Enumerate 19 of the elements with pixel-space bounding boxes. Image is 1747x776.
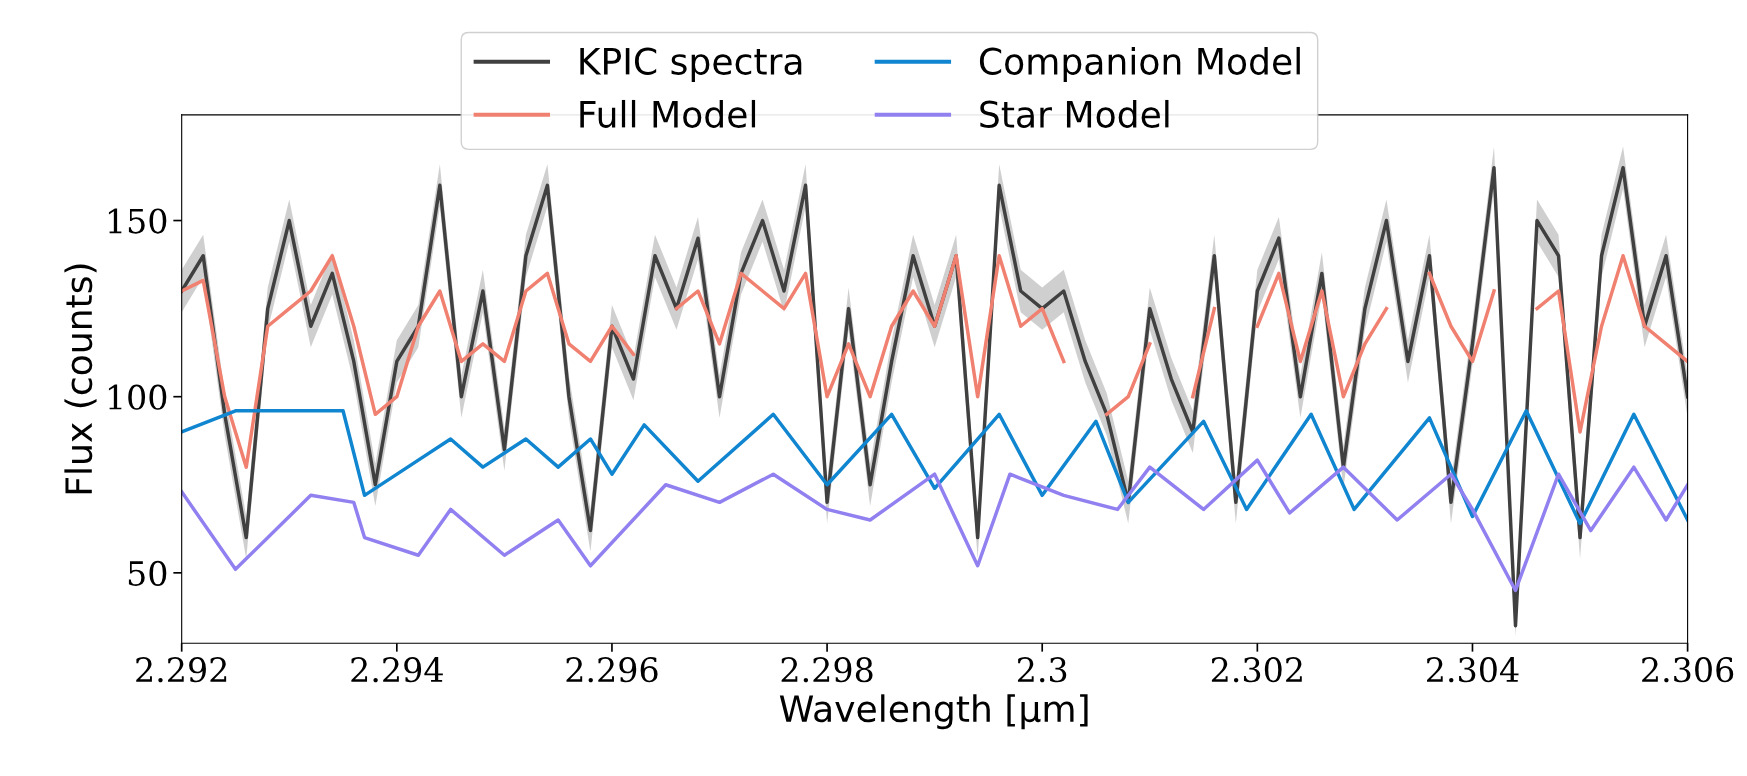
x-tick-label: 2.296 bbox=[566, 657, 658, 683]
y-tick-label: 50 bbox=[128, 560, 167, 586]
x-tick-label: 2.304 bbox=[1427, 657, 1519, 683]
x-tick-label: 2.306 bbox=[1642, 657, 1734, 683]
legend-label: Full Model bbox=[580, 99, 756, 128]
x-tick-label: 2.292 bbox=[136, 657, 227, 683]
line-series bbox=[181, 458, 1688, 593]
y-axis-title: Flux (counts) bbox=[64, 264, 97, 494]
y-tick-label: 100 bbox=[108, 384, 167, 410]
legend-label: Companion Model bbox=[979, 46, 1300, 82]
x-tick-label: 2.3 bbox=[1017, 657, 1067, 683]
x-tick-label: 2.298 bbox=[781, 657, 873, 683]
legend-label: Star Model bbox=[980, 99, 1169, 128]
x-tick-label: 2.294 bbox=[351, 657, 443, 683]
y-tick-label: 150 bbox=[108, 208, 167, 234]
line-series bbox=[181, 409, 1688, 526]
x-axis-title: Wavelength [μm] bbox=[779, 694, 1088, 730]
legend-label: KPIC spectra bbox=[580, 47, 802, 82]
x-tick-label: 2.302 bbox=[1211, 657, 1302, 683]
